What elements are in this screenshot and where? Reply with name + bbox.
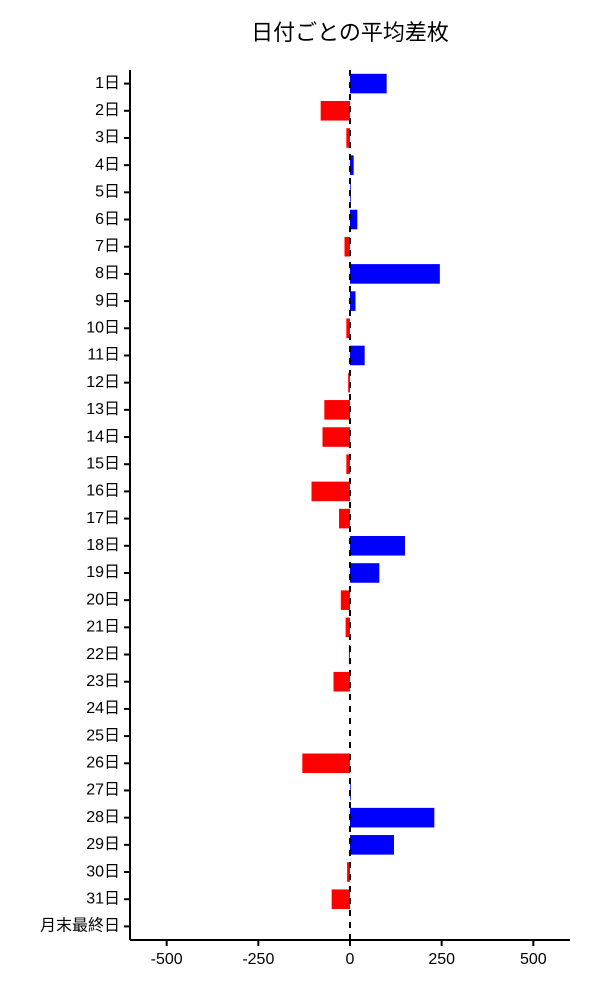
- y-tick-label: 7日: [95, 238, 120, 255]
- x-tick-label: 0: [346, 951, 355, 968]
- bar: [350, 835, 394, 855]
- bar: [339, 509, 350, 529]
- y-tick-label: 31日: [86, 890, 120, 907]
- y-tick-label: 15日: [86, 455, 120, 472]
- y-tick-label: 17日: [86, 510, 120, 527]
- bar-chart: 日付ごとの平均差枚 1日 2日 3日 4日 5日 6日 7日 8日 9日 10日 11日 12日 13日 1…: [0, 0, 600, 1000]
- y-tick-label: 30日: [86, 863, 120, 880]
- y-tick-label: 13日: [86, 401, 120, 418]
- y-tick-label: 8日: [95, 265, 120, 282]
- y-tick-label: 24日: [86, 700, 120, 717]
- bar: [350, 536, 405, 556]
- y-tick-label: 11日: [87, 347, 120, 364]
- y-tick-label: 18日: [86, 537, 120, 554]
- y-tick-label: 14日: [86, 428, 120, 445]
- y-tick-label: 9日: [95, 292, 120, 309]
- x-tick-label: 500: [520, 951, 547, 968]
- y-tick-label: 21日: [86, 619, 120, 636]
- y-tick-label: 月末最終日: [40, 917, 120, 935]
- y-tick-label: 3日: [95, 129, 120, 146]
- bar: [350, 563, 379, 583]
- bar: [302, 753, 350, 773]
- bar: [324, 400, 350, 420]
- y-tick-label: 10日: [86, 320, 120, 337]
- bar: [341, 590, 350, 610]
- bar: [350, 210, 357, 230]
- bar: [350, 808, 434, 828]
- y-tick-label: 1日: [95, 75, 120, 92]
- bar: [332, 889, 350, 909]
- chart-title: 日付ごとの平均差枚: [251, 20, 449, 45]
- x-tick-label: -250: [242, 951, 274, 968]
- bar: [334, 672, 351, 692]
- bar: [312, 482, 351, 502]
- y-tick-label: 19日: [86, 564, 120, 581]
- y-tick-label: 29日: [86, 836, 120, 853]
- chart-container: 日付ごとの平均差枚 1日 2日 3日 4日 5日 6日 7日 8日 9日 10日 11日 12日 13日 1…: [0, 0, 600, 1000]
- y-tick-label: 28日: [86, 809, 120, 826]
- y-tick-label: 20日: [86, 591, 120, 608]
- y-tick-label: 26日: [86, 755, 120, 772]
- y-tick-label: 25日: [86, 727, 120, 744]
- y-tick-label: 22日: [86, 646, 120, 663]
- y-tick-label: 27日: [86, 782, 120, 799]
- y-tick-label: 2日: [95, 102, 120, 119]
- x-tick-label: -500: [151, 951, 183, 968]
- x-tick-label: 250: [428, 951, 455, 968]
- y-tick-label: 12日: [86, 374, 120, 391]
- y-tick-label: 5日: [95, 184, 120, 201]
- bar: [323, 427, 351, 447]
- bar: [350, 74, 387, 94]
- bar: [321, 101, 350, 121]
- y-tick-label: 16日: [86, 483, 120, 500]
- y-tick-label: 4日: [95, 156, 120, 173]
- y-tick-label: 6日: [95, 211, 120, 228]
- bar: [350, 264, 440, 284]
- y-tick-label: 23日: [86, 673, 120, 690]
- bar: [350, 346, 365, 366]
